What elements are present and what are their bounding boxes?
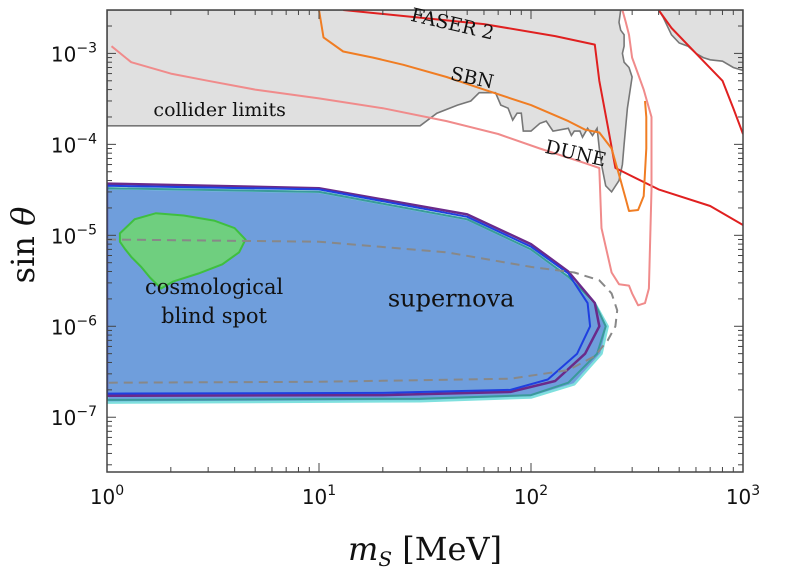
x-axis-title: mS [MeV] <box>348 530 502 571</box>
series-dune <box>110 10 653 307</box>
y-tick-label: 10−6 <box>51 313 97 339</box>
x-tick-label: 101 <box>302 483 336 509</box>
annot-cosmo-1: cosmological <box>145 275 284 299</box>
supernova-teal-boundary <box>107 187 607 401</box>
axis-ticks: 100 101 102 103 10−7 10−6 10−5 10−4 10−3 <box>51 9 760 509</box>
y-axis-title: sin θ <box>4 207 42 284</box>
y-tick-label: 10−5 <box>51 222 97 248</box>
x-tick-label: 100 <box>90 483 124 509</box>
y-tick-label: 10−4 <box>51 131 97 157</box>
x-tick-label: 102 <box>514 483 548 509</box>
y-tick-label: 10−3 <box>51 40 97 66</box>
x-tick-label: 103 <box>726 483 760 509</box>
series-supernova-dashed <box>107 238 619 384</box>
cosmological-blind-spot-region <box>118 212 247 290</box>
y-tick-label: 10−7 <box>51 404 97 430</box>
series-faser-2 <box>343 10 743 226</box>
supernova-purple-boundary <box>107 182 601 398</box>
supernova-blue-boundary <box>107 184 592 395</box>
annot-collider: collider limits <box>153 99 285 121</box>
series-sbn <box>318 10 648 212</box>
annot-supernova: supernova <box>388 284 515 312</box>
series-faser-2-upper- <box>657 10 743 135</box>
annot-cosmo-2: blind spot <box>161 304 267 328</box>
plot-frame <box>106 9 744 473</box>
plot-area <box>107 10 743 404</box>
collider-limits-region <box>107 10 743 194</box>
